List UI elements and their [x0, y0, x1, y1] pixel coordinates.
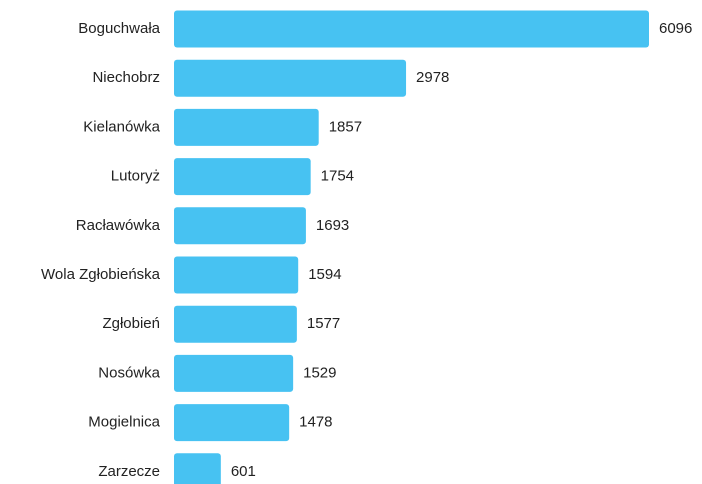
category-label: Zarzecze	[98, 463, 160, 480]
bar	[174, 256, 299, 294]
category-label: Zgłobień	[102, 315, 160, 332]
category-label: Lutoryż	[111, 168, 160, 185]
bar	[174, 354, 294, 392]
category-label: Wola Zgłobieńska	[41, 266, 161, 283]
value-label: 1754	[321, 168, 354, 185]
bar	[174, 10, 649, 48]
category-label: Niechobrz	[92, 69, 160, 86]
category-label: Kielanówka	[83, 118, 160, 135]
value-label: 6096	[659, 20, 692, 37]
bar	[174, 404, 290, 442]
bar	[174, 158, 311, 196]
value-label: 2978	[416, 69, 449, 86]
category-label: Nosówka	[98, 364, 160, 381]
bar	[174, 59, 407, 97]
value-label: 1857	[329, 118, 362, 135]
bar	[174, 305, 297, 343]
bar	[174, 207, 306, 245]
bar	[174, 453, 221, 484]
value-label: 1529	[303, 364, 336, 381]
category-label: Boguchwała	[78, 20, 160, 37]
category-label: Racławówka	[76, 217, 161, 234]
value-label: 1577	[307, 315, 340, 332]
bar	[174, 108, 319, 146]
value-label: 1594	[308, 266, 341, 283]
value-label: 1693	[316, 217, 349, 234]
category-label: Mogielnica	[88, 414, 160, 431]
value-label: 601	[231, 463, 256, 480]
value-label: 1478	[299, 414, 332, 431]
